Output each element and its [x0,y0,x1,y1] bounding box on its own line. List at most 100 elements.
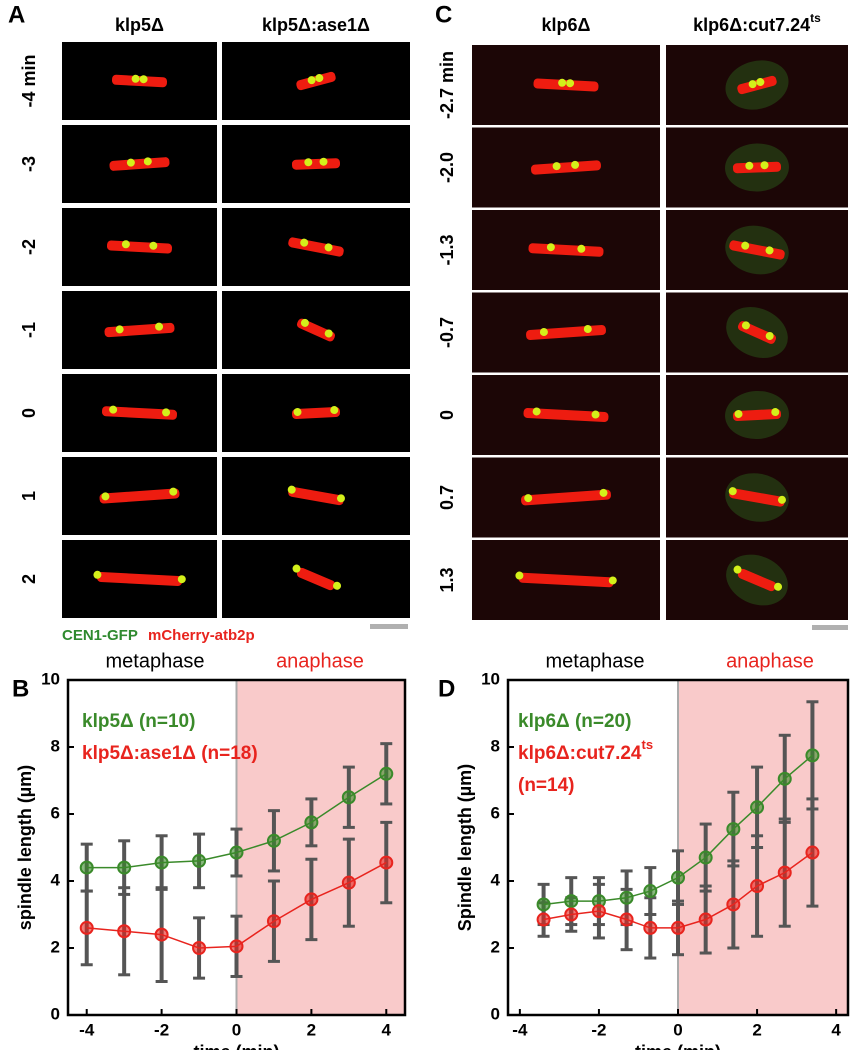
legend-entry: klp5Δ:ase1Δ (n=18) [82,743,258,764]
row-label: 0 [19,408,39,418]
kinetochore [571,160,580,169]
cell [725,390,789,440]
cell [287,485,345,506]
marker [726,897,741,912]
marker [379,855,394,870]
kinetochore [131,74,140,83]
kinetochore [169,487,178,496]
x-tick-label: 2 [752,1020,761,1039]
marker [777,771,792,786]
kinetochore [745,161,754,170]
cell [726,554,788,606]
marker [698,850,713,865]
kinetochore [552,162,561,171]
y-axis-label: spindle length (µm) [15,765,35,930]
marker [671,920,685,935]
kinetochore [546,243,555,252]
shaded-region [236,680,405,1015]
kinetochore [777,495,786,504]
marker [619,890,634,905]
legend-note: (n=14) [518,775,575,796]
marker [564,894,579,909]
column-header: klp6Δ:cut7.24ts [693,11,821,35]
spindle [291,158,341,170]
marker [117,860,132,875]
kinetochore [287,485,296,494]
kinetochore [566,79,575,88]
spindle [531,160,601,175]
kinetochore [539,328,548,337]
kinetochore [558,78,567,87]
kinetochore [748,80,757,89]
marker [777,865,792,880]
kinetochore [149,241,158,250]
row-label: -4 min [19,54,39,107]
x-tick-label: 4 [382,1020,392,1039]
row-label: 1 [19,491,39,501]
spindle [291,406,341,420]
row-label: 0.7 [437,485,457,510]
kinetochore [162,408,171,417]
marker [643,884,658,899]
legend-entry: klp5Δ (n=10) [82,711,195,732]
x-tick-label: 2 [307,1020,316,1039]
kinetochore [319,157,328,166]
cell [101,405,178,420]
spindle [521,489,611,506]
spindle [523,407,609,423]
legend-name: klp6Δ:cut7.24 [518,743,642,764]
legend-name: klp5Δ (n=10) [82,711,195,732]
row-label: -1.3 [437,234,457,265]
column-header: klp5Δ [115,15,164,35]
marker [643,920,658,935]
cell [291,157,341,170]
kinetochore [577,244,586,253]
marker [192,853,207,868]
marker [671,870,685,885]
marker [379,766,394,781]
scale-bar [370,624,408,629]
cell [725,473,789,522]
column-header: klp6Δ [542,15,591,35]
cell [291,406,341,420]
spindle [737,75,777,95]
marker [229,845,244,860]
marker [304,892,319,907]
x-tick-label: 4 [831,1020,841,1039]
kinetochore [324,329,333,338]
panel-label: A [8,1,25,28]
row-label: -0.7 [437,317,457,348]
kinetochore [307,76,316,85]
spindle [533,78,599,92]
cell [521,488,611,506]
y-tick-label: 0 [51,1004,60,1023]
row-label: 2 [19,574,39,584]
marker [266,833,281,848]
row-label: -3 [19,156,39,172]
cell [528,243,604,257]
marker [154,855,169,870]
kinetochore [126,158,135,167]
y-tick-label: 2 [51,937,60,956]
cell [515,571,617,588]
row-label: -2 [19,239,39,255]
kinetochore [324,243,333,252]
cell [109,157,170,171]
kinetochore [515,571,524,580]
kinetochore [728,487,737,496]
kinetochore [765,331,774,340]
y-tick-label: 6 [51,803,60,822]
y-tick-label: 6 [491,803,500,822]
cell [725,60,789,110]
marker [750,879,765,894]
cell [725,225,789,275]
kinetochore [765,246,774,255]
cell [104,322,175,338]
kinetochore [599,488,608,497]
spindle [729,488,785,507]
marker [536,897,551,912]
marker [591,904,606,919]
marker [619,912,634,927]
kinetochore [741,321,750,330]
